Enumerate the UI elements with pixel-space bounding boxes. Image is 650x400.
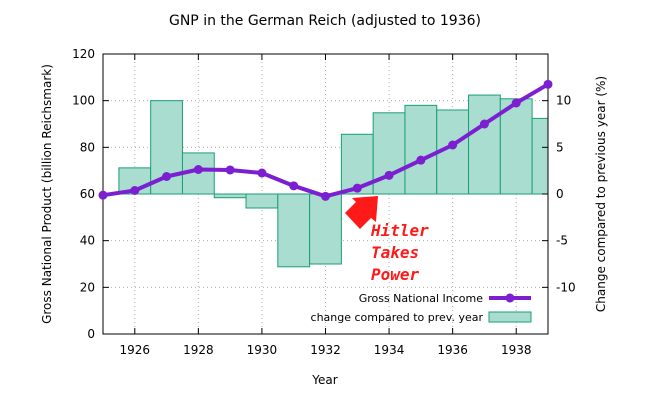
x-tick-label: 1926 [120, 343, 151, 357]
y-right-tick-label: 10 [556, 94, 571, 108]
gni-point-1927 [162, 172, 172, 181]
x-tick-label: 1930 [247, 343, 278, 357]
bar-1938 [499, 98, 533, 195]
gni-point-1931 [289, 181, 299, 191]
y-right-tick-label: -5 [556, 234, 568, 248]
axis-ticks: 1926 1928 1930 1932 1934 1936 1938020406080100… [72, 47, 576, 357]
y-left-tick-label: 60 [80, 187, 95, 201]
x-tick-label: 1938 [501, 343, 532, 357]
gni-point-1932 [321, 191, 330, 201]
legend: Gross National Income change compared to… [311, 292, 532, 324]
gni-point-1926 [130, 186, 140, 195]
y-left-tick-label: 120 [72, 47, 95, 61]
gni-point-1938 [511, 98, 521, 108]
gni-point-1936 [448, 140, 458, 150]
bar-1930 [245, 193, 279, 209]
x-tick-label: 1934 [374, 343, 405, 357]
y-left-tick-label: 100 [72, 94, 95, 108]
annotation-line-1: Hitler [370, 221, 429, 240]
bar-1929 [213, 193, 247, 199]
y-right-tick-label: -10 [556, 280, 576, 294]
gni-point-1935 [416, 155, 426, 165]
gni-point-1934 [384, 170, 394, 180]
gni-point-1937 [479, 119, 489, 129]
gni-point-1925 [98, 190, 108, 200]
annotation-line-2: Takes [371, 243, 419, 262]
legend-swatch-bar [488, 311, 532, 323]
annotation-line-3: Power [371, 265, 420, 284]
line-series [98, 79, 553, 201]
bar-1939 [531, 117, 549, 195]
gni-point-1929 [225, 165, 235, 175]
x-axis-label: Year [311, 373, 337, 387]
gni-point-1930 [257, 168, 267, 178]
y-left-tick-label: 40 [80, 234, 95, 248]
bar-1937 [468, 94, 501, 195]
y-right-tick-label: 5 [556, 140, 564, 154]
y-left-tick-label: 80 [80, 140, 95, 154]
gni-point-1933 [352, 183, 362, 193]
bar-1935 [404, 104, 438, 195]
y-left-tick-label: 0 [87, 327, 95, 341]
x-tick-label: 1928 [183, 343, 214, 357]
bar-1932 [309, 193, 342, 265]
annotation: Hitler Takes Power [345, 196, 429, 284]
gni-point-1939 [543, 79, 553, 89]
gni-point-1928 [193, 165, 203, 174]
legend-label-bar: change compared to prev. year [311, 311, 484, 324]
y-left-tick-label: 20 [80, 280, 95, 294]
y-axis-right-label: Change compared to previous year (%) [594, 76, 608, 312]
bar-1931 [277, 193, 311, 268]
chart-title: GNP in the German Reich (adjusted to 193… [169, 13, 481, 29]
y-axis-left-label: Gross National Product (billion Reichsma… [40, 64, 54, 324]
x-tick-label: 1932 [310, 343, 341, 357]
x-tick-label: 1936 [437, 343, 468, 357]
annotation-arrow [345, 196, 378, 229]
legend-label-line: Gross National Income [359, 292, 484, 305]
y-right-tick-label: 0 [556, 187, 564, 201]
legend-swatch-marker [505, 293, 515, 303]
